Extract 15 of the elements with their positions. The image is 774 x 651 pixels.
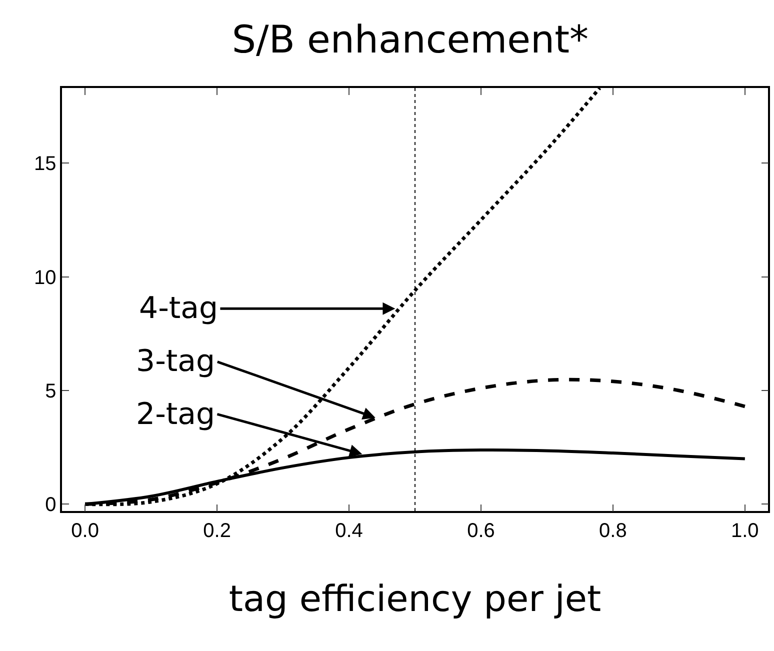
chart-title: S/B enhancement* <box>232 18 589 62</box>
x-tick-label: 0.6 <box>467 520 495 542</box>
x-tick-label: 0.8 <box>599 520 627 542</box>
x-tick-label: 0.0 <box>71 520 99 542</box>
y-tick-label: 10 <box>34 266 56 289</box>
y-tick-label: 5 <box>45 380 56 402</box>
y-tick-label: 15 <box>34 153 56 176</box>
x-axis-title: tag efficiency per jet <box>228 578 602 620</box>
x-tick-label: 1.0 <box>731 520 759 542</box>
x-tick-label: 0.4 <box>335 520 363 542</box>
annotation: 2-tag <box>136 397 216 432</box>
y-tick-label: 0 <box>45 494 56 516</box>
annotation: 3-tag <box>136 344 216 379</box>
x-tick-label: 0.2 <box>203 520 231 542</box>
annotation: 4-tag <box>139 291 218 326</box>
